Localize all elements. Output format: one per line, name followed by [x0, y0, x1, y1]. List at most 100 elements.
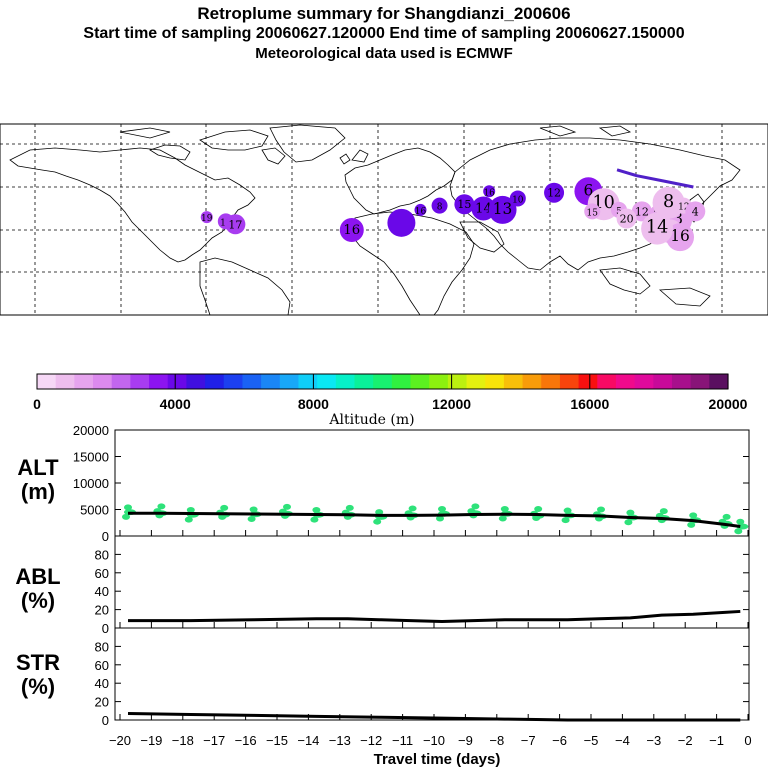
colorbar-cell — [653, 374, 673, 389]
x-tick-label: −20 — [109, 733, 131, 748]
y-tick-label: 10000 — [73, 476, 109, 491]
str-plot-frame — [114, 627, 750, 721]
colorbar-cell — [690, 374, 710, 389]
colorbar-cell — [709, 374, 729, 389]
y-tick-label: 40 — [95, 584, 109, 599]
plume-cluster-marker: 19 — [200, 211, 213, 224]
colorbar-tick-label: 16000 — [570, 396, 609, 412]
colorbar-cell — [93, 374, 113, 389]
alt-median-line — [128, 511, 741, 528]
x-tick-label: 0 — [744, 733, 751, 748]
x-tick-label: −10 — [423, 733, 445, 748]
x-tick-label: −9 — [458, 733, 473, 748]
alt-scatter-point — [734, 528, 743, 535]
plume-cluster-circle — [509, 190, 526, 207]
plume-cluster-markers: 1918171616815141316101261051211381241316… — [200, 177, 706, 252]
plume-cluster-marker: 17 — [225, 214, 246, 235]
alt-scatter-point — [345, 504, 354, 511]
y-tick-label: 0 — [102, 713, 109, 728]
x-tick-label: −1 — [709, 733, 724, 748]
colorbar-cell — [149, 374, 169, 389]
x-tick-label: −18 — [172, 733, 194, 748]
abl-plot-frame — [114, 535, 750, 629]
y-tick-label: 20 — [95, 603, 109, 618]
abl-fraction-line — [128, 609, 741, 624]
plume-cluster-label: 16 — [415, 207, 427, 217]
colorbar-cell — [167, 374, 188, 389]
plume-cluster-marker: 14 — [641, 212, 674, 245]
colorbar-cell — [223, 374, 244, 389]
plume-cluster-label: 14 — [646, 218, 668, 238]
colorbar-cell — [615, 374, 636, 389]
plume-cluster-marker: 16 — [339, 218, 364, 242]
plume-cluster-marker: 15 — [584, 203, 601, 220]
plume-cluster-circle — [488, 195, 517, 224]
alt-scatter-point — [124, 504, 132, 511]
plume-cluster-marker: 10 — [509, 190, 526, 207]
map-graticule — [0, 124, 768, 315]
colorbar-cell — [503, 374, 524, 389]
plume-cluster-label: 6 — [584, 181, 594, 199]
plume-cluster-marker: 16 — [414, 203, 427, 217]
y-tick-label: 0 — [102, 621, 109, 636]
colorbar-cell — [205, 374, 225, 389]
colorbar-cell — [485, 374, 505, 389]
x-tick-label: −16 — [235, 733, 257, 748]
colorbar-cell — [522, 374, 542, 389]
plume-cluster-marker: 4 — [685, 201, 706, 222]
y-tick-label: 60 — [95, 566, 109, 581]
alt-scatter-point — [624, 519, 633, 526]
y-tick-label: 40 — [95, 676, 109, 691]
plume-cluster-circle — [225, 214, 246, 235]
plume-cluster-label: 14 — [475, 202, 492, 217]
colorbar-cell — [447, 374, 468, 389]
plume-cluster-label: 8 — [663, 192, 674, 212]
plume-cluster-label: 12 — [547, 187, 561, 200]
y-tick-label: 20 — [95, 695, 109, 710]
alt-scatter-point — [722, 513, 731, 520]
colorbar-cell — [242, 374, 262, 389]
colorbar-cell — [354, 374, 374, 389]
colorbar-cell — [559, 374, 580, 389]
coastlines — [9, 124, 741, 316]
x-tick-label: −11 — [392, 733, 413, 748]
str-panel-label: STR — [16, 650, 60, 675]
colorbar-cell — [37, 374, 57, 389]
colorbar-label: Altitude (m) — [328, 412, 414, 428]
colorbar-cell — [130, 374, 150, 389]
alt-scatter-point — [597, 506, 605, 513]
abl-panel-label: ABL — [15, 564, 60, 589]
plume-cluster-marker: 16 — [483, 185, 496, 198]
colorbar-cell — [373, 374, 393, 389]
str-panel: 0 20 40 60 80 STR (%) — [16, 627, 750, 728]
alt-plot-frame — [114, 429, 750, 537]
alt-scatter-point — [736, 518, 745, 525]
colorbar-cell — [597, 374, 617, 389]
alt-scatter-point — [563, 507, 572, 514]
plume-cluster-label: 12 — [635, 205, 649, 218]
colorbar-tick-label: 8000 — [298, 396, 329, 412]
y-tick-label: 80 — [95, 547, 109, 562]
colorbar-cell — [111, 374, 131, 389]
x-axis-ticks: −20 −19 −18 −17 −16 −15 −14 −13 −12 −11 −10 −9 −8 −7−… — [109, 530, 752, 748]
x-tick-label: −4 — [615, 733, 630, 748]
plume-cluster-circle — [641, 212, 674, 245]
plume-cluster-marker: 8 — [431, 197, 448, 214]
colorbar-cell — [335, 374, 356, 389]
colorbar-cell — [541, 374, 561, 389]
colorbar-tick-label: 12000 — [432, 396, 471, 412]
alt-scatter-point — [687, 521, 696, 528]
y-tick-label: 0 — [102, 529, 109, 544]
plume-cluster-label: 16 — [483, 188, 495, 198]
colorbar-tick-label: 20000 — [709, 396, 748, 412]
alt-scatter-point — [500, 505, 509, 512]
alt-scatter-point — [471, 503, 480, 510]
x-tick-label: −12 — [360, 733, 382, 748]
alt-scatter-point — [626, 509, 635, 516]
x-axis-label: Travel time (days) — [374, 751, 501, 768]
plume-cluster-label: 16 — [670, 227, 690, 245]
colorbar-cell — [410, 374, 430, 389]
plume-trajectory-track — [616, 168, 694, 189]
alt-scatter-point — [310, 516, 319, 523]
colorbar-cell — [391, 374, 412, 389]
